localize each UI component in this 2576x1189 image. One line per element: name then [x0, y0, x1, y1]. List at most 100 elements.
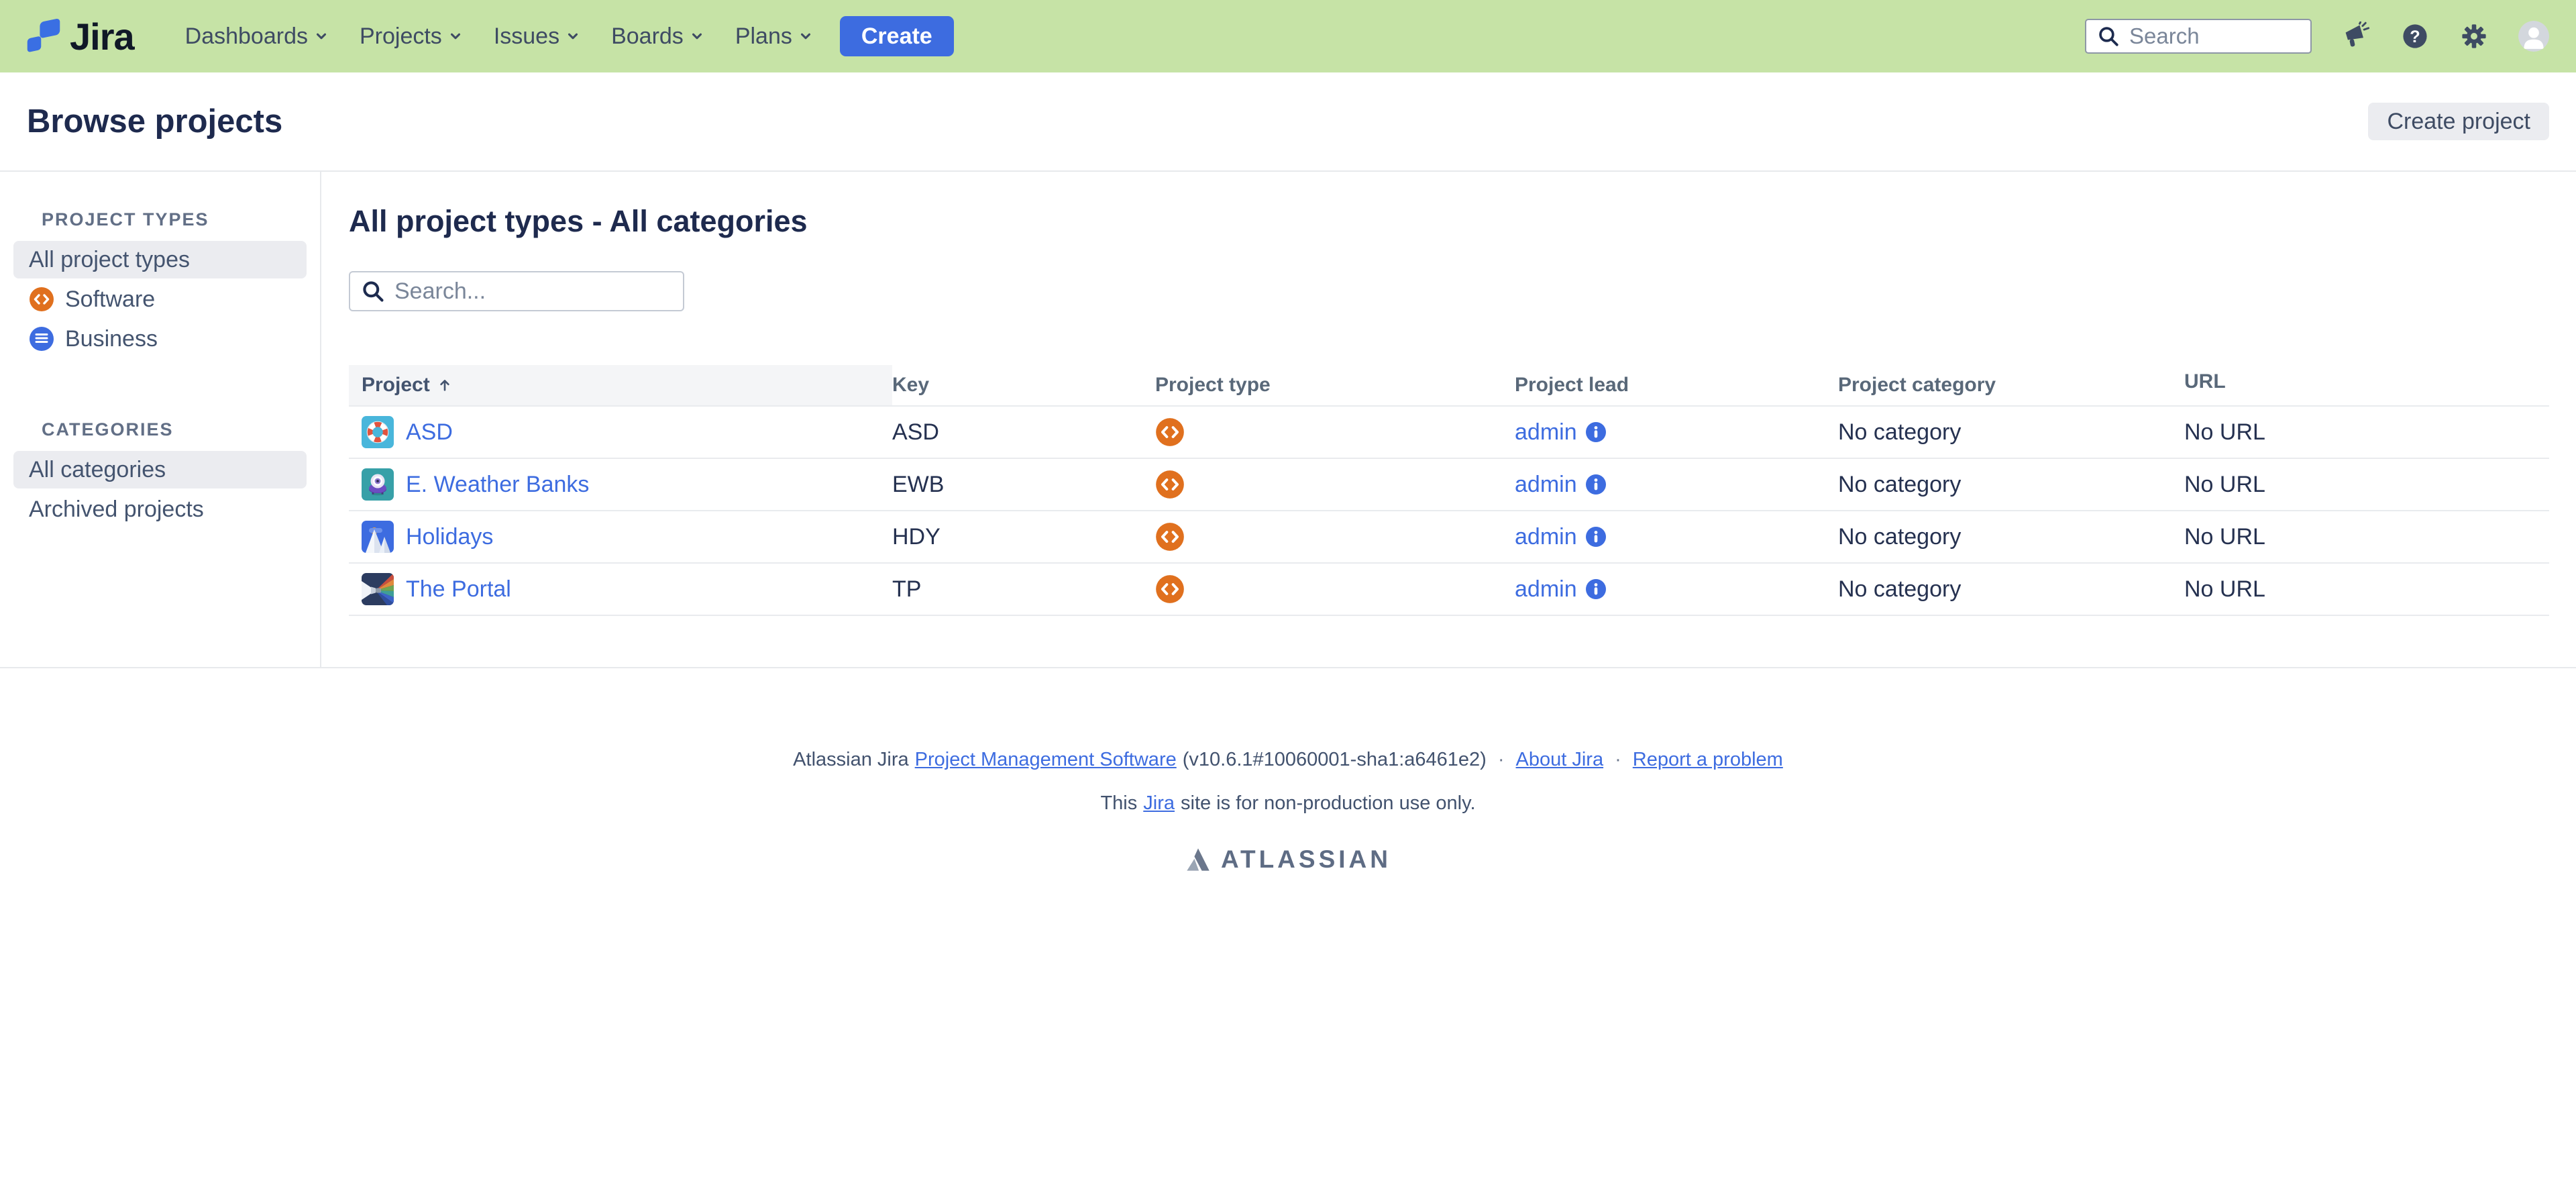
global-search-input[interactable]	[2129, 23, 2300, 49]
projects-main: All project types - All categories Proje…	[321, 172, 2576, 667]
nav-item-dashboards[interactable]: Dashboards	[185, 23, 329, 50]
project-lead-link[interactable]: admin	[1515, 471, 1577, 497]
project-types-header: PROJECT TYPES	[42, 209, 209, 229]
page-footer: Atlassian Jira Project Management Softwa…	[0, 668, 2576, 874]
project-url: No URL	[2184, 523, 2265, 550]
project-url: No URL	[2184, 419, 2265, 445]
main-nav: Dashboards Projects Issues Boards Plans	[185, 23, 813, 50]
atlassian-logo: ATLASSIAN	[1185, 845, 1391, 874]
chevron-down-icon	[448, 29, 463, 44]
project-link[interactable]: ASD	[406, 419, 453, 445]
nav-item-projects[interactable]: Projects	[360, 23, 463, 50]
feedback-megaphone-icon[interactable]	[2341, 21, 2371, 51]
info-icon[interactable]	[1585, 421, 1607, 443]
project-avatar-prism	[362, 573, 394, 605]
table-row: The Portal TP admin No category No URL	[349, 564, 2549, 616]
project-key: EWB	[892, 471, 945, 497]
chevron-down-icon	[690, 29, 704, 44]
table-row: Holidays HDY admin No category No URL	[349, 511, 2549, 564]
column-header-project-type[interactable]: Project type	[1155, 374, 1271, 396]
search-icon	[361, 279, 385, 303]
sidebar-item-software[interactable]: Software	[13, 280, 307, 318]
jira-logo[interactable]: Jira	[27, 15, 135, 58]
project-avatar-lifebuoy	[362, 416, 394, 448]
search-icon	[2097, 25, 2120, 48]
sort-ascending-icon	[437, 377, 453, 393]
project-category: No category	[1838, 576, 1962, 602]
atlassian-wordmark: ATLASSIAN	[1221, 845, 1391, 873]
sidebar-item-business[interactable]: Business	[13, 320, 307, 358]
project-lead-link[interactable]: admin	[1515, 523, 1577, 550]
jira-logo-icon	[27, 17, 60, 55]
chevron-down-icon	[566, 29, 580, 44]
atlassian-mark-icon	[1185, 846, 1212, 873]
about-jira-link[interactable]: About Jira	[1515, 749, 1604, 770]
create-button[interactable]: Create	[839, 16, 954, 56]
column-header-project-category[interactable]: Project category	[1838, 374, 1996, 396]
jira-link[interactable]: Jira	[1143, 792, 1175, 814]
project-lead-link[interactable]: admin	[1515, 419, 1577, 445]
project-type-software-icon	[1155, 417, 1515, 447]
project-category: No category	[1838, 523, 1962, 550]
project-type-software-icon	[1155, 574, 1515, 604]
nav-item-plans[interactable]: Plans	[735, 23, 813, 50]
table-row: E. Weather Banks EWB admin No category N…	[349, 459, 2549, 511]
svg-text:?: ?	[2410, 28, 2420, 46]
project-link[interactable]: Holidays	[406, 523, 494, 550]
chevron-down-icon	[798, 29, 813, 44]
business-icon	[29, 326, 54, 352]
content-area: PROJECT TYPES All project types Software	[0, 170, 2576, 668]
project-link[interactable]: The Portal	[406, 576, 511, 602]
project-key: HDY	[892, 523, 941, 550]
column-header-url[interactable]: URL	[2184, 370, 2226, 393]
table-row: ASD ASD admin No category No URL	[349, 407, 2549, 459]
column-header-project-lead[interactable]: Project lead	[1515, 374, 1629, 396]
project-key: TP	[892, 576, 922, 602]
categories-header: CATEGORIES	[42, 419, 174, 440]
nav-item-boards[interactable]: Boards	[611, 23, 704, 50]
global-search[interactable]	[2085, 19, 2312, 54]
sidebar-item-archived-projects[interactable]: Archived projects	[29, 496, 204, 522]
column-header-project[interactable]: Project	[349, 365, 892, 405]
project-url: No URL	[2184, 576, 2265, 602]
jira-wordmark: Jira	[70, 15, 135, 58]
info-icon[interactable]	[1585, 474, 1607, 495]
sidebar-item-all-project-types[interactable]: All project types	[13, 241, 307, 278]
project-type-software-icon	[1155, 522, 1515, 552]
version-text: (v10.6.1#10060001-sha1:a6461e2)	[1182, 749, 1487, 770]
project-search[interactable]	[349, 271, 684, 311]
project-search-input[interactable]	[394, 278, 672, 305]
pms-link[interactable]: Project Management Software	[914, 749, 1177, 770]
projects-table: Project Key Project type Project lead Pr…	[349, 365, 2549, 616]
project-category: No category	[1838, 471, 1962, 497]
column-header-key[interactable]: Key	[892, 374, 930, 396]
project-avatar-mountains	[362, 521, 394, 553]
project-key: ASD	[892, 419, 939, 445]
info-icon[interactable]	[1585, 526, 1607, 548]
project-link[interactable]: E. Weather Banks	[406, 471, 590, 497]
table-header-row: Project Key Project type Project lead Pr…	[349, 365, 2549, 407]
user-avatar[interactable]	[2518, 21, 2549, 52]
info-icon[interactable]	[1585, 578, 1607, 600]
top-navbar: Jira Dashboards Projects Issues Boards P…	[0, 0, 2576, 72]
help-icon[interactable]: ?	[2400, 21, 2430, 51]
project-category: No category	[1838, 419, 1962, 445]
settings-gear-icon[interactable]	[2459, 21, 2489, 51]
create-project-button[interactable]: Create project	[2368, 103, 2549, 140]
navbar-right: ?	[2085, 19, 2549, 54]
filters-sidebar: PROJECT TYPES All project types Software	[0, 172, 321, 667]
page-title: Browse projects	[27, 103, 283, 140]
software-icon	[29, 287, 54, 312]
report-problem-link[interactable]: Report a problem	[1632, 749, 1783, 770]
project-type-software-icon	[1155, 470, 1515, 499]
footer-notice-line: This Jira site is for non-production use…	[1100, 792, 1476, 814]
page-header: Browse projects Create project	[0, 72, 2576, 170]
nav-item-issues[interactable]: Issues	[494, 23, 580, 50]
filter-result-heading: All project types - All categories	[349, 204, 808, 238]
sidebar-item-all-categories[interactable]: All categories	[13, 451, 307, 488]
chevron-down-icon	[314, 29, 329, 44]
project-url: No URL	[2184, 471, 2265, 497]
project-avatar-ufo	[362, 468, 394, 501]
project-lead-link[interactable]: admin	[1515, 576, 1577, 602]
footer-version-line: Atlassian Jira Project Management Softwa…	[793, 749, 1783, 770]
